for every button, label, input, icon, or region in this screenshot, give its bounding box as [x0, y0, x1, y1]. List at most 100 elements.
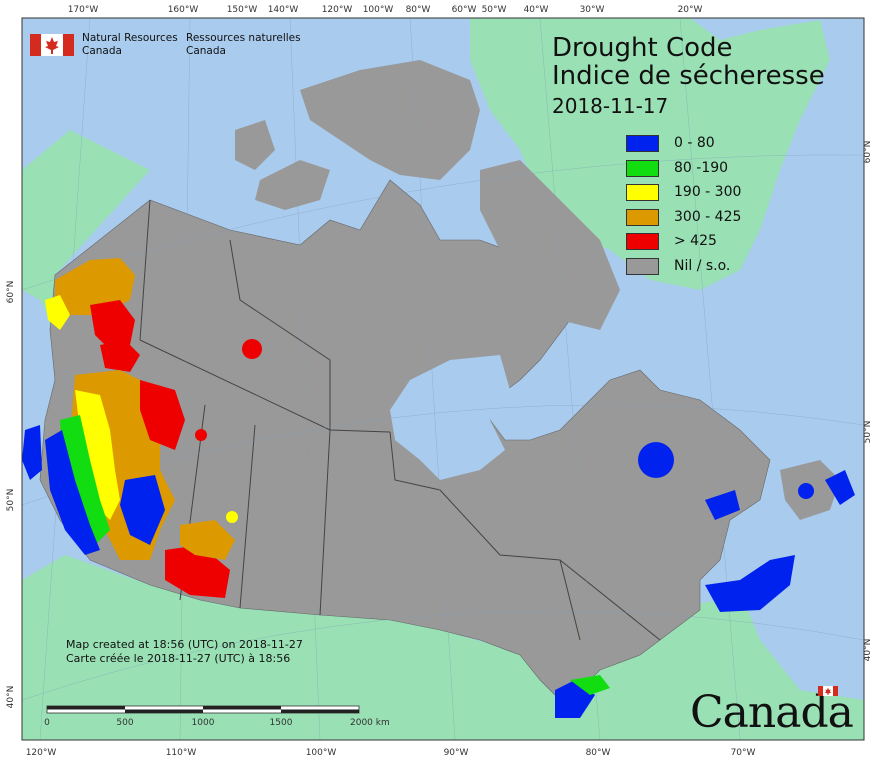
zone-0-80-maritimes [705, 555, 795, 612]
agency-signature: Natural Resources Canada Ressources natu… [30, 32, 320, 64]
grid-label-bottom: 120°W [26, 748, 57, 758]
grid-label-top: 160°W [168, 5, 199, 15]
legend-swatch [626, 135, 659, 152]
zone-0-80-newfoundland-coast [825, 470, 855, 505]
legend-item: > 425 [626, 231, 856, 256]
grid-label-top: 30°W [580, 5, 605, 15]
map-date: 2018-11-17 [552, 94, 669, 118]
zone-425-nwt-spot [242, 339, 262, 359]
province-boundaries [139, 199, 661, 641]
left-graticule-labels: 60°N 50°N 40°N [6, 281, 16, 709]
grid-label-right: 50°N [863, 421, 873, 444]
grid-label-top: 150°W [227, 5, 258, 15]
grid-label-top: 140°W [268, 5, 299, 15]
scale-label: 0 [44, 718, 50, 728]
zone-190-300-sask-spot [226, 511, 238, 523]
zone-425-south-bc [165, 545, 230, 598]
legend-label: 80 -190 [674, 159, 729, 176]
legend-item: 190 - 300 [626, 182, 856, 207]
grid-label-top: 170°W [68, 5, 99, 15]
credit-french: Carte créée le 2018-11-27 (UTC) à 18:56 [66, 652, 291, 665]
zone-0-80-quebec [638, 442, 674, 478]
legend-label: 190 - 300 [674, 184, 742, 200]
zone-80-190-bc [60, 415, 110, 545]
legend-swatch [626, 257, 659, 275]
zone-425-north-bc [100, 340, 140, 372]
zone-425-bc-central [140, 380, 185, 450]
grid-label-bottom: 90°W [444, 748, 469, 758]
legend-label: > 425 [674, 233, 717, 249]
drought-zones [22, 258, 855, 718]
agency-french-line1: Ressources naturelles [186, 32, 301, 44]
grid-label-left: 40°N [6, 686, 16, 709]
legend: 0 - 80 80 -190 190 - 300 300 - 425 > 425… [626, 133, 856, 280]
legend-item: 80 -190 [626, 158, 856, 183]
legend-item: 0 - 80 [626, 133, 856, 158]
scale-label: 2000 km [350, 718, 390, 728]
wordmark-text: Canada [690, 687, 854, 738]
hudson-bay [390, 355, 510, 480]
legend-label: 0 - 80 [674, 135, 715, 151]
map-title-block: Drought Code Indice de sécheresse 2018-1… [552, 34, 872, 120]
zone-0-80-quebec-north-shore [705, 490, 740, 520]
grid-label-bottom: 80°W [586, 748, 611, 758]
grid-label-top: 120°W [322, 5, 353, 15]
canada-wordmark: Canada [690, 686, 854, 738]
zone-0-80-bc-interior [120, 475, 165, 545]
title-french: Indice de sécheresse [552, 61, 825, 91]
title-english: Drought Code [552, 33, 733, 63]
legend-swatch [626, 208, 659, 226]
zone-425-alberta-spot [195, 429, 207, 441]
map-credit: Map created at 18:56 (UTC) on 2018-11-27… [66, 638, 303, 666]
agency-english-line2: Canada [82, 45, 122, 57]
scale-bar: 0 500 1000 1500 2000 km [44, 705, 390, 728]
grid-label-left: 50°N [6, 489, 16, 512]
zone-300-425-alberta [180, 520, 235, 560]
canada-flag-icon [30, 34, 74, 56]
scale-label: 500 [116, 718, 133, 728]
wordmark-flag-icon [818, 686, 838, 696]
right-graticule-labels: 60°N 50°N 40°N [863, 141, 873, 662]
legend-swatch [626, 184, 659, 201]
zone-80-190-ontario-south [570, 675, 610, 695]
banks-island [235, 120, 275, 170]
grid-label-left: 60°N [6, 281, 16, 304]
baffin-island [480, 160, 620, 330]
grid-label-top: 100°W [363, 5, 394, 15]
grid-label-right: 60°N [863, 141, 873, 164]
grid-label-right: 40°N [863, 639, 873, 662]
arctic-islands [300, 60, 480, 180]
usa-northeast-land [620, 610, 720, 700]
bottom-graticule-labels: 120°W 110°W 100°W 90°W 80°W 70°W [26, 748, 756, 758]
legend-label: 300 - 425 [674, 208, 742, 225]
map-border [21, 17, 865, 741]
legend-swatch [626, 233, 659, 250]
grid-label-bottom: 70°W [731, 748, 756, 758]
scale-label: 1000 [192, 718, 215, 728]
grid-label-top: 80°W [406, 5, 431, 15]
grid-label-top: 50°W [482, 5, 507, 15]
scale-label: 1500 [270, 718, 293, 728]
zone-190-300-yukon [45, 295, 70, 330]
grid-label-top: 40°W [524, 5, 549, 15]
zone-0-80-labrador [798, 483, 814, 499]
zone-190-300-bc [75, 390, 120, 520]
grid-label-top: 20°W [678, 5, 703, 15]
agency-french-line2: Canada [186, 45, 226, 57]
top-graticule-labels: 170°W 160°W 150°W 140°W 120°W 100°W 80°W… [68, 5, 703, 15]
zone-0-80-bc-coast [45, 430, 100, 555]
zone-425-yukon [90, 300, 135, 350]
zone-300-425-yukon [55, 258, 135, 315]
grid-label-bottom: 110°W [166, 748, 197, 758]
grid-label-bottom: 100°W [306, 748, 337, 758]
credit-english: Map created at 18:56 (UTC) on 2018-11-27 [66, 638, 303, 651]
agency-english-line1: Natural Resources [82, 32, 178, 44]
legend-swatch [626, 159, 659, 177]
legend-item: 300 - 425 [626, 207, 856, 232]
zone-0-80-vancouver-island [22, 425, 42, 480]
legend-label: Nil / s.o. [674, 257, 731, 274]
legend-item: Nil / s.o. [626, 256, 856, 281]
victoria-island [255, 160, 330, 210]
